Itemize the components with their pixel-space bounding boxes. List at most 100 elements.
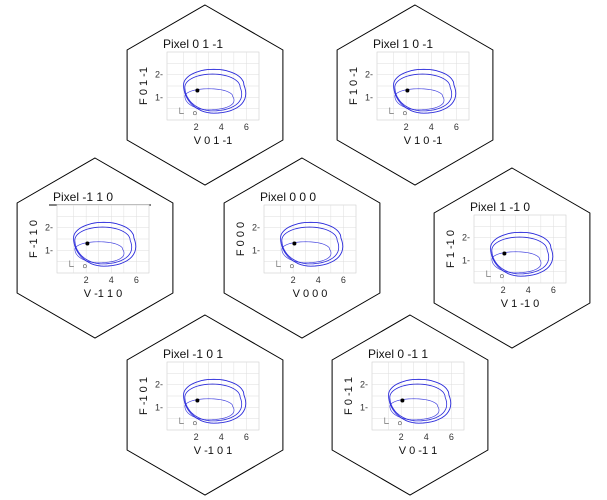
- y-axis-label: F 1 -1 0: [445, 230, 457, 268]
- x-axis-label: V 0 0 0: [293, 288, 328, 300]
- origin-marker: [192, 421, 197, 426]
- trajectory-curve: [184, 88, 235, 111]
- x-axis-label: V 0 -1 1: [399, 445, 438, 457]
- origin-marker: [82, 264, 87, 269]
- start-marker: [486, 270, 491, 277]
- start-marker: [276, 260, 281, 267]
- fixed-point-dot: [85, 241, 90, 246]
- y-tick-label: 1-: [360, 402, 368, 412]
- x-tick-label: 4: [526, 285, 531, 295]
- x-tick-label: 6: [244, 432, 249, 442]
- trajectory-curve: [183, 68, 247, 114]
- trajectory-curve: [389, 398, 440, 421]
- x-tick-label: 6: [134, 275, 139, 285]
- x-tick-label: 6: [244, 122, 249, 132]
- x-tick-label: 6: [341, 275, 346, 285]
- pixel-hex--1_0_1: Pixel -1 0 1 2 4 6 1- 2- V -1 0 1 F -1 0 1: [126, 314, 284, 496]
- y-tick-label: 1-: [155, 402, 163, 412]
- x-tick-label: 6: [454, 122, 459, 132]
- trajectory-curve: [184, 383, 243, 422]
- origin-marker: [402, 111, 407, 116]
- pixel-title: Pixel -1 1 0: [53, 190, 113, 204]
- start-marker: [389, 107, 394, 114]
- origin-marker: [289, 264, 294, 269]
- pixel-title: Pixel 0 -1 1: [368, 347, 428, 361]
- x-tick-label: 2: [194, 122, 199, 132]
- x-tick-label: 2: [291, 275, 296, 285]
- pixel-title: Pixel 0 0 0: [260, 190, 316, 204]
- x-tick-label: 4: [424, 432, 429, 442]
- x-tick-label: 4: [219, 122, 224, 132]
- trajectory-curve: [393, 68, 457, 114]
- trajectory-curve: [74, 241, 125, 264]
- trajectory-curve: [74, 226, 133, 265]
- trajectory-curve: [184, 73, 243, 112]
- origin-marker: [192, 111, 197, 116]
- y-axis-label: F -1 1 0: [28, 220, 40, 258]
- x-tick-label: 4: [316, 275, 321, 285]
- x-axis-label: V -1 1 0: [84, 288, 123, 300]
- fixed-point-dot: [292, 241, 297, 246]
- y-tick-label: 2-: [462, 233, 470, 243]
- trajectory-curve: [394, 88, 445, 111]
- y-tick-label: 1-: [365, 92, 373, 102]
- y-axis-label: F 0 0 0: [235, 222, 247, 256]
- pixel-title: Pixel 0 1 -1: [163, 37, 223, 51]
- trajectory-curve: [183, 378, 247, 424]
- y-tick-label: 2-: [365, 70, 373, 80]
- trajectory-curve: [491, 251, 542, 274]
- start-marker: [179, 107, 184, 114]
- start-marker: [179, 417, 184, 424]
- fixed-point-dot: [400, 398, 405, 403]
- x-tick-label: 2: [404, 122, 409, 132]
- y-axis-label: F 0 -1 1: [343, 377, 355, 415]
- trajectory-curve: [73, 221, 137, 267]
- trajectory-curve: [389, 383, 448, 422]
- y-tick-label: 2-: [155, 70, 163, 80]
- trajectory-curve: [281, 241, 332, 264]
- y-tick-label: 2-: [155, 380, 163, 390]
- fixed-point-dot: [405, 88, 410, 93]
- y-tick-label: 1-: [462, 255, 470, 265]
- pixel-hex--1_1_0: Pixel -1 1 0 2 4 6 1- 2- V -1 1 0 F -1 1 0: [16, 157, 174, 339]
- x-tick-label: 4: [109, 275, 114, 285]
- pixel-title: Pixel 1 -1 0: [470, 200, 530, 214]
- y-tick-label: 2-: [360, 380, 368, 390]
- trajectory-curve: [281, 226, 340, 265]
- x-tick-label: 2: [194, 432, 199, 442]
- trajectory-curve: [280, 221, 344, 267]
- pixel-hex-1_0_-1: Pixel 1 0 -1 2 4 6 1- 2- V 1 0 -1 F 1 0 -1: [336, 4, 494, 186]
- y-tick-label: 1-: [155, 92, 163, 102]
- pixel-hex-0_-1_1: Pixel 0 -1 1 2 4 6 1- 2- V 0 -1 1 F 0 -1 1: [331, 314, 489, 496]
- pixel-hex-0_1_-1: Pixel 0 1 -1 2 4 6 1- 2- V 0 1 -1 F 0 1 -1: [126, 4, 284, 186]
- x-tick-label: 4: [219, 432, 224, 442]
- x-axis-label: V 0 1 -1: [194, 135, 233, 147]
- trajectory-curve: [394, 73, 453, 112]
- x-tick-label: 6: [449, 432, 454, 442]
- origin-marker: [499, 274, 504, 279]
- x-tick-label: 2: [84, 275, 89, 285]
- origin-marker: [397, 421, 402, 426]
- fixed-point-dot: [502, 251, 507, 256]
- x-tick-label: 2: [501, 285, 506, 295]
- y-tick-label: 2-: [252, 223, 260, 233]
- trajectory-curve: [491, 236, 550, 275]
- start-marker: [69, 260, 74, 267]
- pixel-title: Pixel 1 0 -1: [373, 37, 433, 51]
- y-tick-label: 2-: [45, 223, 53, 233]
- y-axis-label: F -1 0 1: [138, 377, 150, 415]
- x-tick-label: 6: [551, 285, 556, 295]
- x-axis-label: V 1 -1 0: [501, 298, 540, 310]
- y-tick-label: 1-: [45, 245, 53, 255]
- trajectory-curve: [490, 231, 554, 277]
- x-axis-label: V -1 0 1: [194, 445, 233, 457]
- fixed-point-dot: [195, 398, 200, 403]
- pixel-title: Pixel -1 0 1: [163, 347, 223, 361]
- fixed-point-dot: [195, 88, 200, 93]
- y-axis-label: F 1 0 -1: [348, 67, 360, 105]
- start-marker: [384, 417, 389, 424]
- pixel-hex-0_0_0: Pixel 0 0 0 2 4 6 1- 2- V 0 0 0 F 0 0 0: [223, 157, 381, 339]
- trajectory-curve: [388, 378, 452, 424]
- x-axis-label: V 1 0 -1: [404, 135, 443, 147]
